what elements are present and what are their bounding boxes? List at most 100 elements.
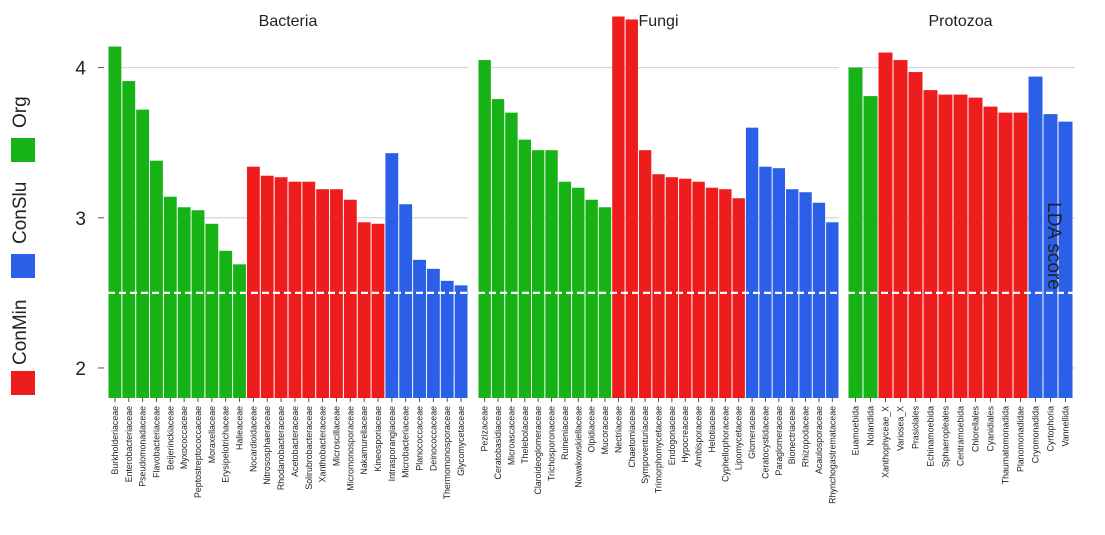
x-tick-label-microascaceae: Microascaceae xyxy=(506,406,516,465)
bar-echinamoebida xyxy=(923,90,938,399)
x-tick-label-planomonadidae: Planomonadidae xyxy=(1016,406,1026,472)
x-tick-label-nitrososphaeraceae: Nitrososphaeraceae xyxy=(262,406,272,485)
legend-label-org: Org xyxy=(10,96,31,128)
bar-solirubrobacteraceae xyxy=(302,181,316,398)
bar-microascaceae xyxy=(505,112,518,399)
x-tick-label-vannellida: Vannellida xyxy=(1061,406,1071,447)
x-tick-label-ceratobasidiaceae: Ceratobasidiaceae xyxy=(493,406,503,479)
x-tick-label-intrasporangiaceae: Intrasporangiaceae xyxy=(387,406,397,481)
x-tick-label-paraglomeraceae: Paraglomeraceae xyxy=(774,406,784,476)
bar-cyrtophoria xyxy=(1043,114,1058,399)
x-tick-label-beijerinckiaceae: Beijerinckiaceae xyxy=(165,406,175,470)
x-tick-label-planococcaceae: Planococcaceae xyxy=(415,406,425,471)
x-tick-label-myxococcaceae: Myxococcaceae xyxy=(179,406,189,469)
x-tick-label-euamoebida: Euamoebida xyxy=(851,406,861,456)
x-tick-label-peptostreptococcaceae: Peptostreptococcaceae xyxy=(193,406,203,498)
x-tick-label-solirubrobacteraceae: Solirubrobacteraceae xyxy=(304,406,314,490)
legend-swatch-org xyxy=(11,138,35,162)
bar-thelebolaceae xyxy=(518,139,531,398)
bar-cryomonadida xyxy=(1028,76,1043,399)
x-tick-label-cryomonadida: Cryomonadida xyxy=(1031,406,1041,463)
bar-paraglomeraceae xyxy=(772,168,786,398)
x-tick-label-halieaceae: Halieaceae xyxy=(235,406,245,450)
bar-deinococcaceae xyxy=(426,268,440,398)
x-tick-label-helotiaceae: Helotiaceae xyxy=(707,406,717,453)
x-tick-label-glomeraceae: Glomeraceae xyxy=(747,406,757,459)
x-tick-label-nakamurellaceae: Nakamurellaceae xyxy=(359,406,369,475)
x-tick-label-trimorphomycetaceae: Trimorphomycetaceae xyxy=(654,406,664,493)
x-tick-label-burkholderiaceae: Burkholderiaceae xyxy=(110,406,120,475)
bar-euamoebida xyxy=(848,67,863,398)
bar-acaulosporaceae xyxy=(812,202,826,398)
panel-title-fungi: Fungi xyxy=(638,13,678,30)
x-tick-label-thaumatomonadida: Thaumatomonadida xyxy=(1001,406,1011,484)
y-tick-label-2: 2 xyxy=(75,359,86,380)
y-tick-label-3: 3 xyxy=(75,209,86,230)
bar-intrasporangiaceae xyxy=(385,153,399,398)
bar-pezizaceae xyxy=(478,60,491,398)
bar-endogonaceae xyxy=(665,177,679,398)
bar-micromonosporaceae xyxy=(343,199,357,398)
bar-chlorellales xyxy=(968,97,983,398)
x-tick-label-microscillaceae: Microscillaceae xyxy=(331,406,341,466)
x-tick-label-sympoventuriaceae: Sympoventuriaceae xyxy=(640,406,650,484)
x-tick-label-sphaeropleales: Sphaeropleales xyxy=(941,405,951,467)
x-tick-label-deinococcaceae: Deinococcaceae xyxy=(428,406,438,471)
bar-burkholderiaceae xyxy=(108,46,122,399)
x-tick-label-bionectriaceae: Bionectriaceae xyxy=(787,406,797,464)
bar-sympoventuriaceae xyxy=(638,150,652,398)
legend-item-org: Org xyxy=(6,90,50,168)
bar-nolandida xyxy=(863,96,878,398)
bar-microbacteriaceae xyxy=(399,204,413,398)
bar-nectriaceae xyxy=(612,16,625,399)
x-tick-label-echinamoebida: Echinamoebida xyxy=(926,406,936,467)
x-tick-label-lipomycetaceae: Lipomycetaceae xyxy=(734,406,744,470)
x-tick-label-acaulosporaceae: Acaulosporaceae xyxy=(814,406,824,474)
legend-swatch-conmin xyxy=(11,371,35,395)
legend-item-conmin: ConMin xyxy=(6,295,50,400)
x-tick-label-pseudomonadaceae: Pseudomonadaceae xyxy=(138,406,148,487)
x-tick-label-trichosporonaceae: Trichosporonaceae xyxy=(547,406,557,481)
bar-beijerinckiaceae xyxy=(163,196,177,398)
x-tick-label-nolandida: Nolandida xyxy=(866,406,876,446)
bar-ambisporaceae xyxy=(692,181,705,398)
bar-enterobacteriaceae xyxy=(122,81,136,398)
bar-pseudomonadaceae xyxy=(136,109,150,398)
x-tick-label-ambisporaceae: Ambisporaceae xyxy=(694,406,704,467)
bar-trichosporonaceae xyxy=(545,150,558,398)
x-tick-label-erysipelotrichaceae: Erysipelotrichaceae xyxy=(221,406,231,483)
bar-kineosporiaceae xyxy=(371,223,385,398)
x-tick-label-micromonosporaceae: Micromonosporaceae xyxy=(345,406,355,491)
x-tick-label-xanthophyceae-x: Xanthophyceae_X xyxy=(881,406,891,478)
bar-flavobacteriaceae xyxy=(150,160,163,398)
bar-ceratobasidiaceae xyxy=(491,99,505,398)
bar-prasiolales xyxy=(908,72,923,398)
x-tick-label-nectriaceae: Nectriaceae xyxy=(613,406,623,453)
bar-ceratocystidaceae xyxy=(759,166,772,398)
x-tick-label-moraxellaceae: Moraxellaceae xyxy=(207,406,217,463)
x-tick-label-xanthobacteraceae: Xanthobacteraceae xyxy=(318,406,328,482)
x-tick-label-kineosporiaceae: Kineosporiaceae xyxy=(373,406,383,472)
x-tick-label-nocardioidaceae: Nocardioidaceae xyxy=(248,406,258,472)
bar-vannellida xyxy=(1058,121,1073,398)
x-tick-label-glycomycetaceae: Glycomycetaceae xyxy=(456,406,466,476)
bar-myxococcaceae xyxy=(177,207,191,398)
x-tick-label-thelebolaceae: Thelebolaceae xyxy=(520,406,530,464)
bar-halieaceae xyxy=(233,264,246,398)
y-tick-label-4: 4 xyxy=(75,59,86,80)
x-tick-label-cyrtophoria: Cyrtophoria xyxy=(1046,406,1056,452)
x-tick-label-acetobacteraceae: Acetobacteraceae xyxy=(290,406,300,477)
x-tick-label-chlorellales: Chlorellales xyxy=(971,405,981,452)
bar-variosea-x xyxy=(893,60,908,398)
bar-glycomycetaceae xyxy=(454,285,468,398)
x-tick-label-variosea-x: Variosea_X xyxy=(896,406,906,451)
legend-label-conslu: ConSlu xyxy=(10,181,31,244)
bar-moraxellaceae xyxy=(205,223,219,398)
bar-rhizopodaceae xyxy=(799,192,812,398)
y-axis-label: LDA score xyxy=(1043,202,1065,290)
panel-title-bacteria: Bacteria xyxy=(259,13,318,30)
bar-planomonadidae xyxy=(1013,112,1028,399)
bar-claroideoglomeraceae xyxy=(531,150,545,398)
legend: Org ConSlu ConMin xyxy=(6,90,50,410)
x-tick-label-flavobacteriaceae: Flavobacteriaceae xyxy=(151,406,161,478)
